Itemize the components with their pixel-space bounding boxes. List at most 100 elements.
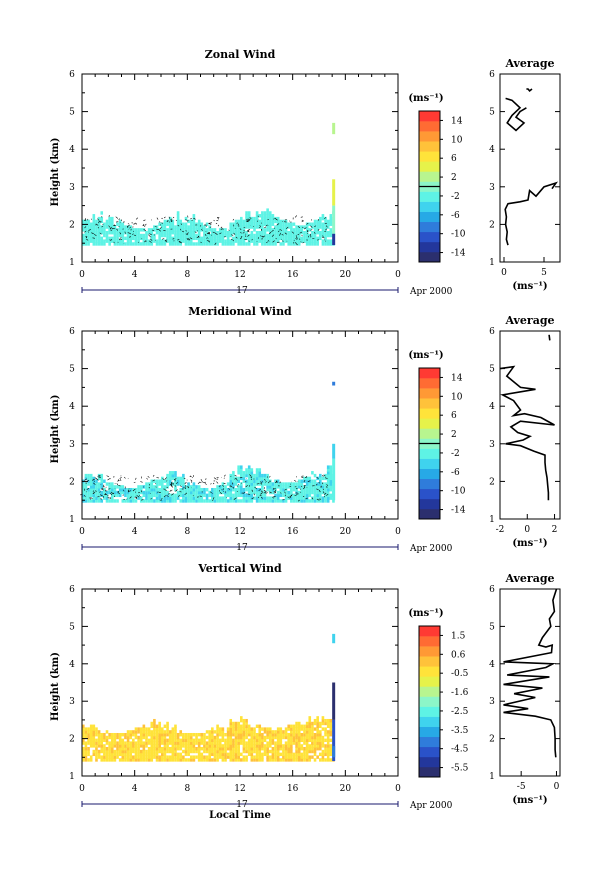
- heatmap-cell: [242, 741, 246, 745]
- heatmap-cell: [316, 724, 319, 728]
- heatmap-cell: [203, 233, 206, 238]
- heatmap-cell: [240, 242, 243, 246]
- heatmap-cell: [84, 493, 88, 498]
- heatmap-cell: [203, 239, 206, 243]
- panel-title: Zonal Wind: [205, 48, 276, 61]
- heatmap-cell: [195, 738, 198, 743]
- heatmap-cell: [292, 732, 296, 737]
- heatmap-cell: [124, 735, 127, 740]
- heatmap-cell: [232, 721, 235, 726]
- heatmap-cell: [266, 222, 269, 226]
- heatmap-cell: [92, 487, 96, 492]
- heatmap-cell: [105, 236, 109, 241]
- heatmap-cell: [276, 744, 280, 748]
- heatmap-cell: [171, 222, 175, 226]
- heatmap-cell: [258, 749, 262, 754]
- heatmap-cell: [179, 744, 183, 748]
- heatmap-cell: [187, 735, 190, 740]
- heatmap-cell: [295, 482, 298, 486]
- heatmap-cell: [174, 485, 177, 489]
- heatmap-cell: [284, 225, 288, 229]
- heatmap-cell: [300, 735, 304, 740]
- heatmap-cell: [268, 485, 272, 489]
- heatmap-cell: [266, 732, 269, 737]
- heatmap-cell: [311, 735, 314, 740]
- heatmap-cell: [229, 225, 233, 229]
- heatmap-cell: [92, 735, 96, 740]
- heatmap-cell: [184, 758, 188, 762]
- heatmap-cell: [126, 236, 130, 241]
- heatmap-cell: [113, 749, 117, 754]
- heatmap-cell: [179, 476, 183, 481]
- heatmap-cell: [308, 493, 312, 498]
- heatmap-cell: [268, 216, 272, 221]
- heatmap-cell: [308, 236, 312, 241]
- heatmap-cell: [271, 230, 275, 235]
- heatmap-cell: [237, 236, 240, 241]
- heatmap-cell: [240, 476, 243, 481]
- heatmap-cell: [271, 755, 275, 759]
- heatmap-cell: [276, 732, 280, 737]
- heatmap-cell: [126, 496, 130, 500]
- heatmap-cell: [290, 222, 293, 226]
- avg-y-tick-label: 3: [489, 697, 495, 707]
- heatmap-cell: [324, 499, 327, 503]
- heatmap-cell: [161, 485, 164, 489]
- heatmap-cell: [247, 479, 251, 483]
- heatmap-cell: [153, 228, 156, 232]
- heatmap-cell: [253, 219, 256, 224]
- heatmap-cell: [145, 487, 148, 492]
- heatmap-cell: [218, 727, 222, 731]
- heatmap-cell: [329, 730, 333, 734]
- heatmap-cell: [176, 755, 180, 759]
- y-tick-label: 3: [69, 440, 75, 450]
- heatmap-cell: [263, 219, 267, 224]
- heatmap-cell: [305, 242, 309, 246]
- heatmap-cell: [153, 749, 156, 754]
- heatmap-cell: [161, 758, 164, 762]
- heatmap-cell: [287, 749, 290, 754]
- heatmap-cell: [126, 239, 130, 243]
- heatmap-cell: [263, 499, 267, 503]
- heatmap-cell: [258, 222, 262, 226]
- heatmap-cell: [303, 758, 306, 762]
- heatmap-cell: [113, 741, 117, 745]
- heatmap-cell: [240, 482, 243, 486]
- heatmap-cell: [95, 493, 98, 498]
- heatmap-cell: [211, 752, 214, 757]
- heatmap-cell: [132, 493, 135, 498]
- colorbar-frame: [418, 625, 441, 778]
- heatmap-cell: [174, 493, 177, 498]
- heatmap-cell: [192, 755, 196, 759]
- heatmap-cell: [311, 721, 314, 726]
- heatmap-cell: [329, 487, 333, 492]
- heatmap-cell: [319, 721, 322, 726]
- heatmap-cell: [163, 496, 167, 500]
- heatmap-cell: [245, 730, 248, 734]
- heatmap-cell: [326, 476, 330, 481]
- colorbar-segment: [419, 111, 440, 122]
- heatmap-cell: [258, 755, 262, 759]
- heatmap-cell: [118, 228, 122, 232]
- heatmap-cell: [266, 482, 269, 486]
- heatmap-cell: [297, 744, 301, 748]
- heatmap-cell: [297, 479, 301, 483]
- heatmap-cell: [108, 485, 111, 489]
- heatmap-cell: [250, 487, 254, 492]
- heatmap-cell: [161, 482, 164, 486]
- heatmap-cell: [95, 749, 98, 754]
- heatmap-cell: [255, 499, 259, 503]
- heatmap-cell: [326, 222, 330, 226]
- heatmap-cell: [161, 479, 164, 483]
- heatmap-cell: [229, 473, 233, 478]
- heatmap-cell: [126, 735, 130, 740]
- heatmap-cell: [305, 482, 309, 486]
- heatmap-cell: [250, 499, 254, 503]
- heatmap-cell: [116, 239, 119, 243]
- heatmap-cell: [208, 738, 211, 743]
- heatmap-cell: [311, 747, 314, 751]
- colorbar-segment: [419, 121, 440, 132]
- heatmap-cell: [319, 490, 322, 495]
- heatmap-cell: [305, 744, 309, 748]
- heatmap-cell: [150, 499, 154, 503]
